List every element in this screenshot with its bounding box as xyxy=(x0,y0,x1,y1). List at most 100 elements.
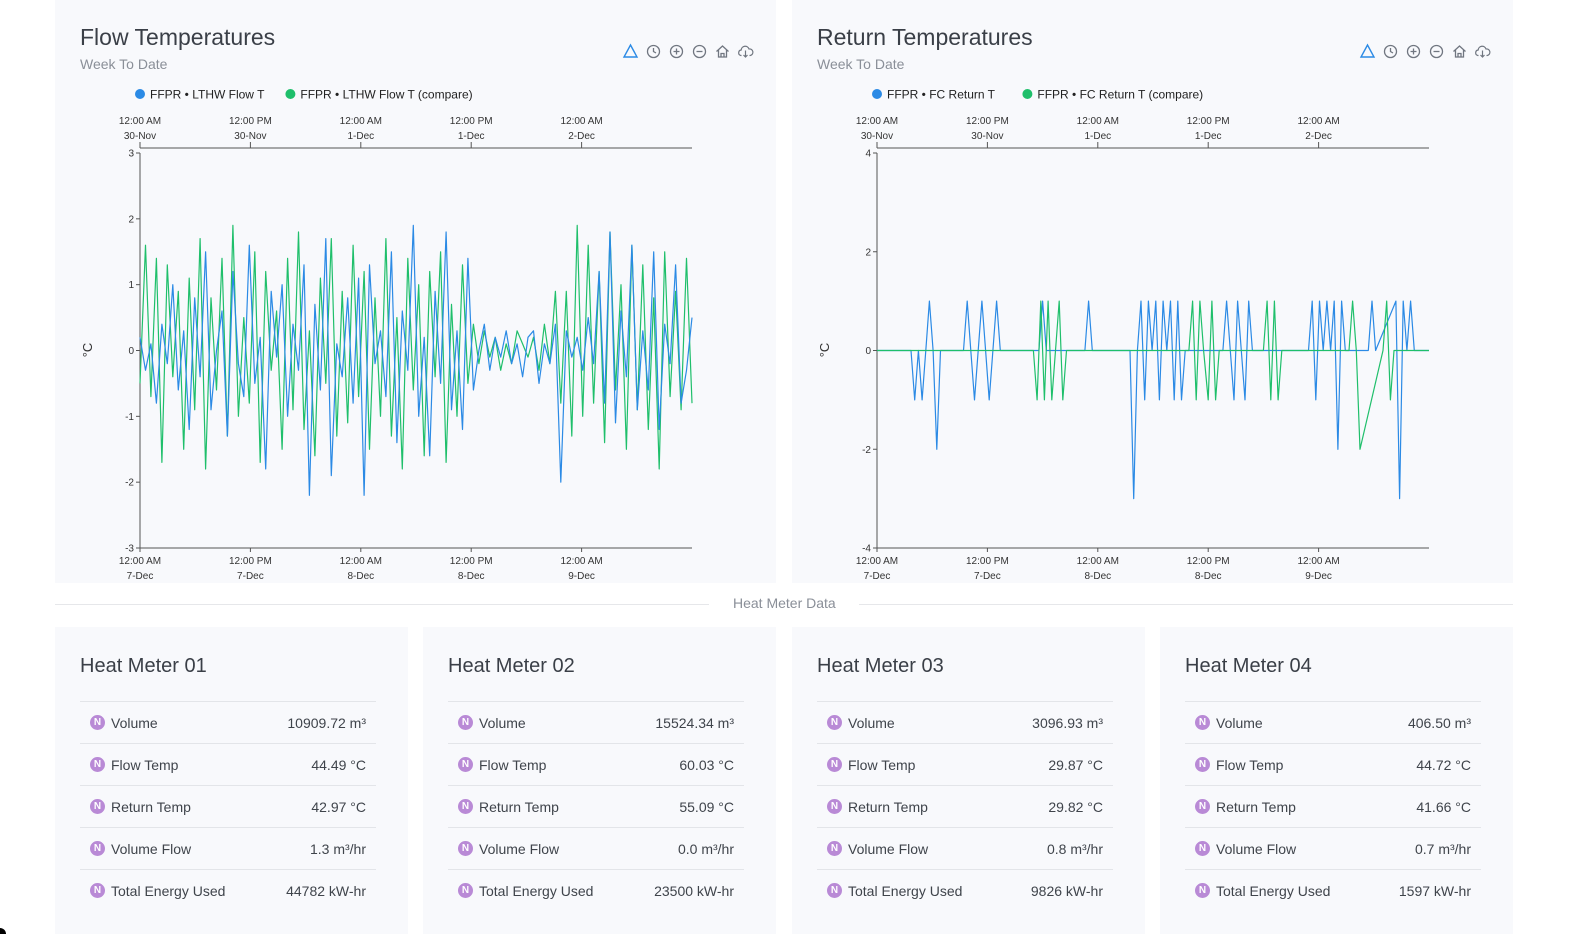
row-label: Flow Temp xyxy=(111,756,179,773)
meter-row-total-energy: N Total Energy Used 1597 kW-hr xyxy=(1185,869,1481,911)
row-value: 15524.34 m³ xyxy=(655,714,734,731)
row-label: Total Energy Used xyxy=(848,882,963,899)
x-top-tick-time-label: 12:00 AM xyxy=(1077,116,1119,127)
meter-row-volume-flow: N Volume Flow 0.8 m³/hr xyxy=(817,827,1113,869)
n-badge-icon: N xyxy=(827,799,842,814)
y-tick-label: 2 xyxy=(128,214,134,225)
x-top-tick-time-label: 12:00 PM xyxy=(450,116,493,127)
meter-row-volume: N Volume 3096.93 m³ xyxy=(817,701,1113,743)
zoom-out-icon[interactable] xyxy=(691,43,708,60)
row-value: 44782 kW-hr xyxy=(286,882,366,899)
x-top-tick-date-label: 30-Nov xyxy=(971,131,1003,142)
meter-row-volume-flow: N Volume Flow 1.3 m³/hr xyxy=(80,827,376,869)
flow-temperatures-chart[interactable]: FFPR • LTHW Flow T FFPR • LTHW Flow T (co… xyxy=(55,0,776,583)
row-value: 41.66 °C xyxy=(1416,798,1471,815)
divider-line-left xyxy=(55,604,709,605)
n-badge-icon: N xyxy=(90,757,105,772)
row-value: 29.87 °C xyxy=(1048,756,1103,773)
meter-title: Heat Meter 01 xyxy=(80,655,207,677)
selection-icon[interactable] xyxy=(1359,43,1376,60)
row-label: Return Temp xyxy=(111,798,191,815)
legend-label: FFPR • FC Return T xyxy=(887,88,996,102)
n-badge-icon: N xyxy=(827,841,842,856)
row-value: 0.0 m³/hr xyxy=(677,840,734,857)
download-icon[interactable] xyxy=(737,43,754,60)
x-top-tick-date-label: 2-Dec xyxy=(1305,131,1332,142)
x-tick-time-label: 12:00 AM xyxy=(1077,556,1119,567)
row-value: 60.03 °C xyxy=(679,756,734,773)
n-badge-icon: N xyxy=(827,883,842,898)
x-tick-date-label: 9-Dec xyxy=(1305,571,1332,582)
y-tick-label: 0 xyxy=(128,346,134,357)
y-tick-label: 1 xyxy=(128,280,134,291)
x-tick-time-label: 12:00 AM xyxy=(1297,556,1339,567)
history-icon[interactable] xyxy=(1382,43,1399,60)
row-value: 55.09 °C xyxy=(679,798,734,815)
meter-row-volume-flow: N Volume Flow 0.0 m³/hr xyxy=(448,827,744,869)
y-tick-label: -4 xyxy=(862,544,871,555)
x-tick-date-label: 8-Dec xyxy=(1195,571,1222,582)
zoom-out-icon[interactable] xyxy=(1428,43,1445,60)
home-icon[interactable] xyxy=(714,43,731,60)
legend-label: FFPR • LTHW Flow T (compare) xyxy=(300,88,472,102)
n-badge-icon: N xyxy=(90,841,105,856)
n-badge-icon: N xyxy=(1195,841,1210,856)
row-value: 1597 kW-hr xyxy=(1398,882,1471,899)
return-temperatures-chart[interactable]: FFPR • FC Return T FFPR • FC Return T (co… xyxy=(792,0,1513,583)
y-tick-label: -1 xyxy=(125,412,134,423)
x-tick-date-label: 8-Dec xyxy=(458,571,485,582)
meter-row-return-temp: N Return Temp 29.82 °C xyxy=(817,785,1113,827)
window-corner xyxy=(0,928,6,934)
x-top-tick-date-label: 30-Nov xyxy=(861,131,893,142)
x-tick-date-label: 7-Dec xyxy=(974,571,1001,582)
x-top-tick-time-label: 12:00 AM xyxy=(119,116,161,127)
meter-row-total-energy: N Total Energy Used 44782 kW-hr xyxy=(80,869,376,911)
heat-meter-card: Heat Meter 03 N Volume 3096.93 m³ N Flow Te… xyxy=(792,627,1145,934)
x-tick-time-label: 12:00 AM xyxy=(340,556,382,567)
y-tick-label: -2 xyxy=(125,478,134,489)
heat-meter-card: Heat Meter 01 N Volume 10909.72 m³ N Flow T… xyxy=(55,627,408,934)
legend-label: FFPR • LTHW Flow T xyxy=(150,88,265,102)
x-top-tick-time-label: 12:00 AM xyxy=(560,116,602,127)
zoom-in-icon[interactable] xyxy=(1405,43,1422,60)
x-top-tick-date-label: 2-Dec xyxy=(568,131,595,142)
legend-marker xyxy=(135,89,145,99)
legend-marker xyxy=(1022,89,1033,99)
n-badge-icon: N xyxy=(458,841,473,856)
row-label: Total Energy Used xyxy=(1216,882,1331,899)
x-top-tick-time-label: 12:00 PM xyxy=(229,116,272,127)
x-top-tick-date-label: 1-Dec xyxy=(1195,131,1222,142)
meter-row-volume: N Volume 10909.72 m³ xyxy=(80,701,376,743)
x-tick-time-label: 12:00 AM xyxy=(856,556,898,567)
legend-marker xyxy=(285,89,296,99)
row-value: 406.50 m³ xyxy=(1407,714,1471,731)
zoom-in-icon[interactable] xyxy=(668,43,685,60)
y-tick-label: 3 xyxy=(128,149,134,160)
history-icon[interactable] xyxy=(645,43,662,60)
n-badge-icon: N xyxy=(827,757,842,772)
meter-rows: N Volume 406.50 m³ N Flow Temp 44.72 °C N Ret… xyxy=(1185,701,1481,911)
row-label: Volume Flow xyxy=(848,840,929,857)
x-tick-time-label: 12:00 PM xyxy=(1187,556,1230,567)
meter-row-total-energy: N Total Energy Used 23500 kW-hr xyxy=(448,869,744,911)
meter-row-flow-temp: N Flow Temp 60.03 °C xyxy=(448,743,744,785)
row-label: Flow Temp xyxy=(1216,756,1284,773)
chart-title: Flow Temperatures xyxy=(80,24,276,50)
meter-row-return-temp: N Return Temp 41.66 °C xyxy=(1185,785,1481,827)
legend-marker xyxy=(872,89,882,99)
meter-row-flow-temp: N Flow Temp 29.87 °C xyxy=(817,743,1113,785)
x-top-tick-time-label: 12:00 PM xyxy=(966,116,1009,127)
x-top-tick-time-label: 12:00 AM xyxy=(1297,116,1339,127)
row-label: Volume Flow xyxy=(1216,840,1297,857)
meter-title: Heat Meter 02 xyxy=(448,655,575,677)
home-icon[interactable] xyxy=(1451,43,1468,60)
selection-icon[interactable] xyxy=(622,43,639,60)
row-label: Volume xyxy=(111,714,158,731)
x-tick-time-label: 12:00 PM xyxy=(450,556,493,567)
chart-toolbar xyxy=(1359,43,1491,60)
download-icon[interactable] xyxy=(1474,43,1491,60)
heat-meter-card: Heat Meter 04 N Volume 406.50 m³ N Flow Tem… xyxy=(1160,627,1513,934)
meter-title: Heat Meter 03 xyxy=(817,655,944,677)
